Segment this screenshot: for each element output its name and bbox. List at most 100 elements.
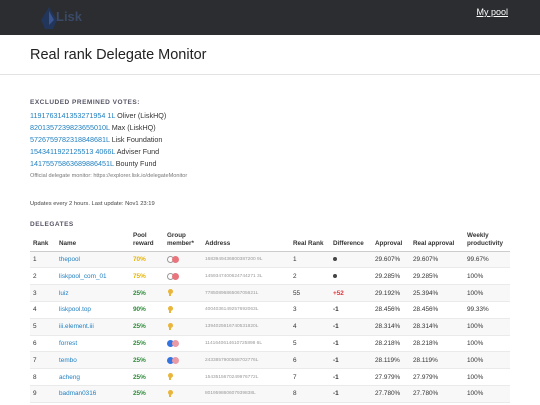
list-item: 1543411922125513 4066L Adviser Fund xyxy=(30,146,510,158)
delegate-name-link[interactable]: acheng xyxy=(59,373,80,381)
col-group-member[interactable]: Group member* xyxy=(164,231,202,252)
delegate-name-link[interactable]: liskpool_com_01 xyxy=(59,272,107,280)
address-link[interactable]: 1191763141353271954 1L xyxy=(30,111,116,120)
no-change-dot-icon xyxy=(333,257,337,262)
productivity-cell: 100% xyxy=(464,351,510,370)
rank-cell: 9 xyxy=(30,385,56,403)
logo-text: Lisk xyxy=(56,9,83,24)
real-approval-cell: 28.218% xyxy=(410,335,464,353)
rank-cell: 3 xyxy=(30,284,56,302)
table-row[interactable]: 2 liskpool_com_01 75% 1459347400624744271 3… xyxy=(30,267,510,286)
address-link[interactable]: 14175575863689886451L xyxy=(30,158,114,168)
table-row[interactable]: 7 tembo 25% 2433857900558702776L 6 -1 28.119% 2… xyxy=(30,351,510,370)
group-member-icon xyxy=(167,255,181,263)
real-rank-cell: 55 xyxy=(290,284,330,302)
name-cell: liskpool.top xyxy=(56,301,130,319)
list-item: 8201357239823655010L Max (LiskHQ) xyxy=(30,122,510,134)
rank-cell: 4 xyxy=(30,301,56,319)
table-row[interactable]: 3 luiz 25% 7785089686506705621L 55 +52 29.192%… xyxy=(30,284,510,302)
address-link[interactable]: 5726759782318848681L xyxy=(30,134,110,144)
real-approval-cell: 25.394% xyxy=(410,284,464,302)
real-approval-cell: 28.456% xyxy=(410,301,464,319)
approval-cell: 29.285% xyxy=(372,267,410,286)
delegate-name-link[interactable]: tembo xyxy=(59,356,77,364)
list-item: 1191763141353271954 1L Oliver (LiskHQ) xyxy=(30,110,510,122)
difference-value: -1 xyxy=(333,356,339,364)
pool-reward-cell: 25% xyxy=(130,351,164,370)
delegate-name-link[interactable]: badman0316 xyxy=(59,390,97,398)
pin-icon xyxy=(167,323,173,331)
table-row[interactable]: 9 badman0316 25% 801959860607939838L 8 -1 27.7… xyxy=(30,385,510,403)
vote-owner: Adviser Fund xyxy=(116,146,160,156)
group-member-cell xyxy=(164,267,202,286)
approval-cell: 29.192% xyxy=(372,284,410,302)
vote-owner: Lisk Foundation xyxy=(111,134,163,144)
col-address[interactable]: Address xyxy=(202,231,290,252)
col-difference[interactable]: Difference xyxy=(330,231,372,252)
table-row[interactable]: 4 liskpool.top 90% 4004036149257692063L 3 -1 2… xyxy=(30,301,510,319)
pin-icon xyxy=(167,390,173,398)
difference-cell: -1 xyxy=(330,335,372,353)
real-rank-cell: 4 xyxy=(290,318,330,336)
real-approval-cell: 28.314% xyxy=(410,318,464,336)
delegate-name-link[interactable]: liskpool.top xyxy=(59,306,91,314)
productivity-cell: 100% xyxy=(464,267,510,286)
col-pool-reward[interactable]: Pool reward xyxy=(130,231,164,252)
difference-cell xyxy=(330,251,372,269)
table-row[interactable]: 6 forrest 25% 1141640614610725898 6L 5 -1 28.2… xyxy=(30,335,510,353)
real-approval-cell: 27.780% xyxy=(410,385,464,403)
delegate-name-link[interactable]: thepool xyxy=(59,255,80,263)
col-real-approval[interactable]: Real approval xyxy=(410,231,464,252)
delegates-table-body: 1 thepool 70% 1683949436800387200 9L 1 29.607… xyxy=(30,251,510,403)
divider xyxy=(0,74,540,75)
name-cell: forrest xyxy=(56,335,130,353)
col-rank[interactable]: Rank xyxy=(30,231,56,252)
pin-icon xyxy=(167,289,173,297)
approval-cell: 28.314% xyxy=(372,318,410,336)
address-link[interactable]: 1543411922125513 4066L xyxy=(30,146,116,156)
difference-value: -1 xyxy=(333,323,339,331)
group-member-cell xyxy=(164,301,202,319)
difference-value: -1 xyxy=(333,306,339,314)
difference-cell: -1 xyxy=(330,318,372,336)
list-item: 14175575863689886451L Bounty Fund xyxy=(30,158,510,170)
difference-cell: -1 xyxy=(330,301,372,319)
group-member-cell xyxy=(164,318,202,336)
group-member-cell xyxy=(164,335,202,353)
delegates-table: Rank Name Pool reward Group member* Addr… xyxy=(30,231,510,403)
productivity-cell: 99.67% xyxy=(464,251,510,269)
pool-reward-cell: 25% xyxy=(130,318,164,336)
col-real-rank[interactable]: Real Rank xyxy=(290,231,330,252)
page-title: Real rank Delegate Monitor xyxy=(30,47,207,63)
difference-cell: -1 xyxy=(330,351,372,370)
delegate-name-link[interactable]: luiz xyxy=(59,289,69,297)
name-cell: liskpool_com_01 xyxy=(56,267,130,286)
update-status: Updates every 2 hours. Last update: Nov1… xyxy=(30,200,155,207)
address-link[interactable]: 8201357239823655010L xyxy=(30,122,110,132)
difference-value: -1 xyxy=(333,339,339,347)
pool-reward-cell: 25% xyxy=(130,335,164,353)
address-cell: 1459347400624744271 3L xyxy=(202,267,290,286)
rank-cell: 1 xyxy=(30,251,56,269)
col-name[interactable]: Name xyxy=(56,231,130,252)
rank-cell: 5 xyxy=(30,318,56,336)
address-cell: 1543515670249976772L xyxy=(202,368,290,386)
delegate-name-link[interactable]: iii.element.iii xyxy=(59,323,94,331)
name-cell: badman0316 xyxy=(56,385,130,403)
vote-owner: Oliver (LiskHQ) xyxy=(117,111,167,120)
table-row[interactable]: 5 iii.element.iii 25% 1394025616740531820L 4… xyxy=(30,318,510,336)
table-header-row: Rank Name Pool reward Group member* Addr… xyxy=(30,231,510,252)
table-row[interactable]: 1 thepool 70% 1683949436800387200 9L 1 29.607… xyxy=(30,251,510,269)
col-approval[interactable]: Approval xyxy=(372,231,410,252)
table-row[interactable]: 8 acheng 25% 1543515670249976772L 7 -1 27.979%… xyxy=(30,368,510,386)
lisk-logo-icon[interactable] xyxy=(36,6,80,30)
excluded-votes-list: 1191763141353271954 1L Oliver (LiskHQ) 8… xyxy=(30,110,510,170)
productivity-cell: 100% xyxy=(464,335,510,353)
approval-cell: 28.119% xyxy=(372,351,410,370)
productivity-cell: 99.33% xyxy=(464,301,510,319)
delegate-name-link[interactable]: forrest xyxy=(59,339,78,347)
name-cell: thepool xyxy=(56,251,130,269)
my-pool-link[interactable]: My pool xyxy=(476,7,508,17)
col-weekly-productivity[interactable]: Weekly productivity xyxy=(464,231,510,252)
main-content: Real rank Delegate Monitor xyxy=(0,47,540,63)
